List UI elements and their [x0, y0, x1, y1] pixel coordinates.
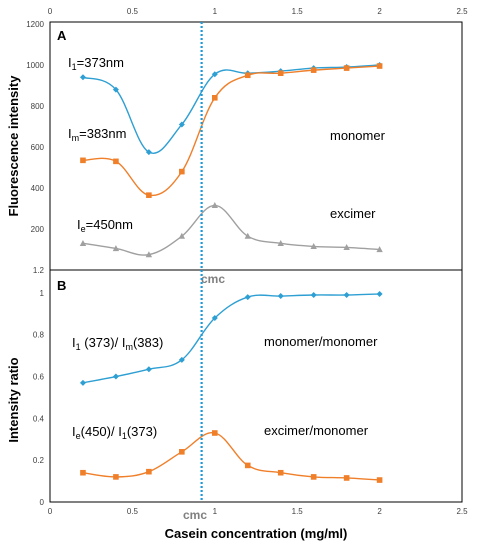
panel-0-series-1-point-7 — [310, 67, 317, 73]
cmc-label-bottom: cmc — [183, 508, 207, 522]
panel-1-xtick-4: 2 — [377, 507, 382, 516]
panel-0-xtick-5: 2.5 — [456, 7, 468, 16]
panel-0-series-0-point-2 — [145, 149, 152, 156]
panel-0-series-2-point-6 — [277, 239, 284, 246]
annotation-excimer: excimer — [330, 206, 376, 221]
panel-1-series-0-line — [82, 293, 380, 384]
panel-1-ytick-3: 0.6 — [33, 373, 45, 382]
panel-0-series-0-point-1 — [112, 86, 119, 93]
panel-1-series-1-point-5 — [244, 462, 251, 469]
panel-1-series-0-point-3 — [178, 356, 185, 363]
panel-1-ytick-4: 0.8 — [33, 331, 45, 340]
panel-0-series-2-line — [82, 204, 380, 256]
panel-1-series-0-point-8 — [343, 292, 350, 298]
panel-0-series-1-line — [82, 65, 380, 197]
panel-1-ytick-1: 0.2 — [33, 456, 45, 465]
panel-1-series-0-point-4 — [211, 315, 218, 321]
panel-1-series-1-point-0 — [80, 469, 86, 476]
panel-1-series-0-point-6 — [277, 293, 284, 300]
panel-0-ytick-0: 1.2 — [33, 266, 45, 275]
panel-0-series-1-point-0 — [80, 157, 86, 164]
panel-b-letter: B — [57, 278, 66, 293]
panel-0-series-2-point-5 — [244, 232, 251, 239]
panel-1-ytick-5: 1 — [40, 289, 45, 298]
panel-1-series-1-point-4 — [212, 430, 218, 436]
panel-0-series-2-point-1 — [112, 245, 120, 252]
panel-1-series-0-point-2 — [145, 366, 152, 373]
panel-0-xtick-3: 1.5 — [292, 7, 304, 16]
panel-1-series-1-point-1 — [113, 474, 119, 480]
panel-1-xtick-3: 1.5 — [292, 507, 304, 516]
panel-0-ytick-3: 600 — [31, 143, 45, 152]
panel-1-series-1-point-6 — [277, 469, 284, 476]
panel-0-ytick-6: 1200 — [26, 20, 44, 29]
series-label-im: Im=383nm — [68, 126, 126, 143]
panel-0-series-2-point-8 — [343, 244, 350, 251]
panel-0-series-2-point-3 — [178, 232, 186, 239]
panel-1-series-0-point-5 — [244, 294, 251, 301]
panel-1-xtick-0: 0 — [48, 507, 53, 516]
x-axis-label: Casein concentration (mg/ml) — [165, 526, 348, 541]
plot-layer: 1.2 200 400 600 800 1000 1200 0 0.5 1 1.5 2 2.5 0 0.2 0… — [26, 7, 468, 516]
panel-1-series-0-point-7 — [310, 292, 317, 298]
panel-a-ylabel: Fluorescence intensity — [6, 75, 21, 217]
panel-1-series-0-point-9 — [376, 290, 383, 297]
panel-0-series-1-point-5 — [244, 72, 251, 79]
panel-0-series-1-point-8 — [343, 65, 350, 71]
panel-1-ytick-2: 0.4 — [33, 414, 45, 423]
panel-0-series-2-point-0 — [79, 239, 87, 246]
panel-0-series-1-point-9 — [376, 63, 383, 69]
panel-0-ytick-5: 1000 — [26, 61, 44, 70]
panel-0-series-1-point-1 — [113, 158, 119, 165]
panel-1-series-1-point-8 — [343, 475, 350, 481]
series-label-ie: Ie=450nm — [77, 217, 133, 234]
panel-1-series-1-point-7 — [310, 474, 317, 480]
panel-0-series-2-point-9 — [376, 246, 383, 253]
cmc-label-top: cmc — [201, 272, 225, 286]
panel-1-ytick-0: 0 — [40, 498, 45, 507]
panel-1-xtick-5: 2.5 — [456, 507, 468, 516]
annotation-monomer: monomer — [330, 128, 386, 143]
panel-1-series-1-point-2 — [146, 468, 152, 475]
panel-0-xtick-2: 1 — [213, 7, 218, 16]
panel-0-series-0-point-4 — [211, 71, 218, 78]
panel-1-series-1-line — [82, 432, 380, 481]
panel-1-series-1-point-9 — [376, 477, 383, 483]
panel-1-series-0-point-0 — [79, 379, 86, 386]
panel-0-xtick-4: 2 — [377, 7, 382, 16]
panel-1-series-0-point-1 — [112, 373, 119, 380]
panel-0-xtick-0: 0 — [48, 7, 53, 16]
panel-0-ytick-1: 200 — [31, 225, 45, 234]
panel-1-xtick-1: 0.5 — [127, 507, 139, 516]
panel-b-frame — [49, 269, 463, 503]
panel-0-series-1-point-2 — [146, 192, 152, 198]
annotation-excimer-monomer: excimer/monomer — [264, 423, 369, 438]
panel-b-ylabel: Intensity ratio — [6, 357, 21, 442]
panel-0-series-1-point-3 — [179, 168, 185, 175]
ratio-label-i1-im: I1 (373)/ Im(383) — [72, 335, 163, 352]
panel-0-series-2-point-7 — [310, 243, 317, 250]
annotation-monomer-monomer: monomer/monomer — [264, 334, 378, 349]
panel-1-series-1-point-3 — [179, 449, 185, 455]
ratio-label-ie-i1: Ie(450)/ I1(373) — [72, 424, 157, 441]
panel-0-xtick-1: 0.5 — [127, 7, 139, 16]
panel-0-ytick-2: 400 — [31, 184, 45, 193]
panel-0-series-2-point-4 — [211, 202, 218, 209]
panel-0-series-0-point-0 — [79, 74, 86, 81]
panel-0-series-1-point-6 — [277, 70, 284, 76]
panel-0-series-2-point-2 — [145, 251, 153, 258]
series-label-i1: I1=373nm — [68, 55, 124, 72]
panel-a-letter: A — [57, 28, 67, 43]
panel-0-series-0-line — [82, 64, 380, 154]
panel-0-series-1-point-4 — [212, 95, 218, 101]
panel-0-ytick-4: 800 — [31, 102, 45, 111]
panel-0-series-0-point-3 — [178, 121, 185, 128]
panel-1-xtick-2: 1 — [213, 507, 218, 516]
